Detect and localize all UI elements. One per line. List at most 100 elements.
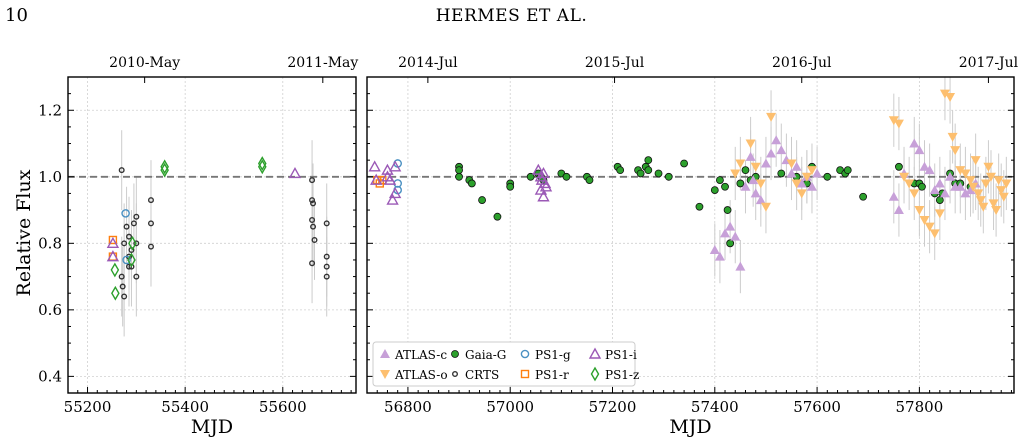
point-gaia_g — [493, 212, 502, 221]
point-gaia_g — [859, 192, 868, 201]
x-tick-label: 56800 — [384, 398, 432, 416]
point-ps1_i — [388, 160, 402, 172]
point-gaia_g — [526, 172, 535, 181]
legend-marker-ps1_g — [520, 349, 530, 359]
point-gaia_g — [741, 166, 750, 175]
point-atlas_c — [730, 231, 741, 241]
point-atlas_c — [806, 181, 817, 191]
point-ps1_i — [538, 177, 552, 189]
top-tick-label: 2014-Jul — [398, 55, 458, 71]
point-ps1_z — [160, 159, 169, 175]
point-gaia_g — [467, 179, 476, 188]
legend-box — [372, 341, 636, 387]
x-tick-label: 57600 — [793, 398, 841, 416]
point-atlas_o — [965, 176, 976, 186]
point-atlas_c — [888, 191, 899, 201]
point-crts — [323, 253, 330, 260]
point-atlas_c — [714, 251, 725, 261]
point-atlas_c — [919, 161, 930, 171]
point-ps1_g — [121, 209, 130, 218]
point-atlas_o — [796, 189, 807, 199]
point-crts — [323, 220, 330, 227]
legend-label-gaia_g: Gaia-G — [465, 348, 506, 362]
point-gaia_g — [644, 166, 653, 175]
point-atlas_c — [812, 168, 823, 178]
legend-marker-crts — [452, 371, 459, 378]
point-ps1_i — [537, 190, 550, 202]
point-ps1_z — [110, 262, 120, 278]
axes-frame — [366, 76, 1015, 394]
point-crts — [147, 220, 154, 227]
point-atlas_c — [760, 158, 771, 168]
x-tick-label: 57800 — [896, 398, 944, 416]
point-ps1_z — [127, 252, 136, 268]
point-ps1_i — [383, 173, 397, 185]
point-ps1_i — [386, 193, 399, 205]
point-atlas_o — [980, 179, 991, 189]
x-tick-label: 55200 — [64, 398, 112, 416]
point-atlas_o — [934, 209, 945, 219]
point-atlas_c — [735, 261, 746, 271]
top-tick-label: 2015-Jul — [585, 55, 645, 71]
point-crts — [323, 263, 330, 270]
y-tick-label: 0.8 — [38, 234, 62, 252]
point-crts — [309, 217, 316, 224]
point-atlas_c — [750, 188, 761, 198]
point-atlas_c — [745, 151, 756, 161]
point-atlas_o — [988, 199, 999, 209]
point-gaia_g — [710, 186, 719, 194]
point-crts — [118, 167, 125, 174]
point-ps1_i — [537, 167, 550, 179]
y-tick-label: 0.6 — [38, 301, 62, 319]
point-gaia_g — [721, 182, 729, 191]
point-ps1_z — [160, 162, 169, 178]
point-atlas_o — [755, 179, 766, 189]
point-atlas_c — [748, 175, 759, 185]
legend-label-ps1_z: PS1-z — [605, 368, 639, 382]
point-ps1_r — [108, 235, 118, 245]
point-ps1_i — [388, 186, 402, 199]
point-crts — [133, 273, 140, 280]
x-tick-label: 57400 — [691, 398, 739, 416]
point-atlas_o — [970, 156, 981, 166]
point-ps1_i — [106, 236, 120, 249]
point-atlas_o — [998, 192, 1009, 202]
legend-marker-atlas_c — [380, 349, 390, 358]
point-atlas_o — [1001, 179, 1012, 189]
point-atlas_o — [735, 159, 746, 169]
point-atlas_c — [766, 148, 777, 158]
point-atlas_c — [914, 145, 925, 155]
point-gaia_g — [562, 172, 571, 181]
point-atlas_o — [968, 182, 979, 192]
point-atlas_c — [755, 195, 766, 205]
point-atlas_o — [950, 146, 961, 156]
point-atlas_o — [766, 112, 777, 122]
legend-item-atlas_c: ATLAS-c — [380, 348, 447, 362]
legend-item-crts: CRTS — [452, 368, 499, 382]
point-atlas_o — [955, 166, 966, 176]
running-title: HERMES ET AL. — [435, 6, 588, 26]
point-atlas_c — [924, 165, 935, 175]
point-atlas_c — [796, 178, 807, 188]
y-tick-label: 1.2 — [38, 101, 62, 119]
point-ps1_i — [288, 167, 302, 179]
legend: ATLAS-c ATLAS-o Gaia-G CRTS PS1-g PS1-r PS1-i P… — [372, 341, 639, 387]
point-gaia_g — [895, 162, 903, 171]
top-tick-label: 2011-May — [287, 55, 358, 71]
point-atlas_o — [899, 172, 910, 182]
point-crts — [309, 177, 316, 184]
point-atlas_o — [991, 206, 1002, 216]
legend-item-ps1_g: PS1-g — [520, 348, 571, 362]
point-atlas_o — [730, 169, 741, 179]
point-gaia_g — [636, 169, 645, 178]
point-atlas_o — [801, 172, 812, 182]
point-gaia_g — [455, 166, 463, 175]
point-atlas_c — [740, 181, 751, 191]
point-crts — [126, 233, 133, 240]
point-ps1_i — [539, 180, 553, 192]
point-gaia_g — [664, 172, 673, 181]
point-crts — [309, 260, 316, 267]
axes-frame — [67, 76, 357, 394]
legend-marker-ps1_i — [588, 347, 602, 359]
point-atlas_o — [945, 92, 956, 102]
